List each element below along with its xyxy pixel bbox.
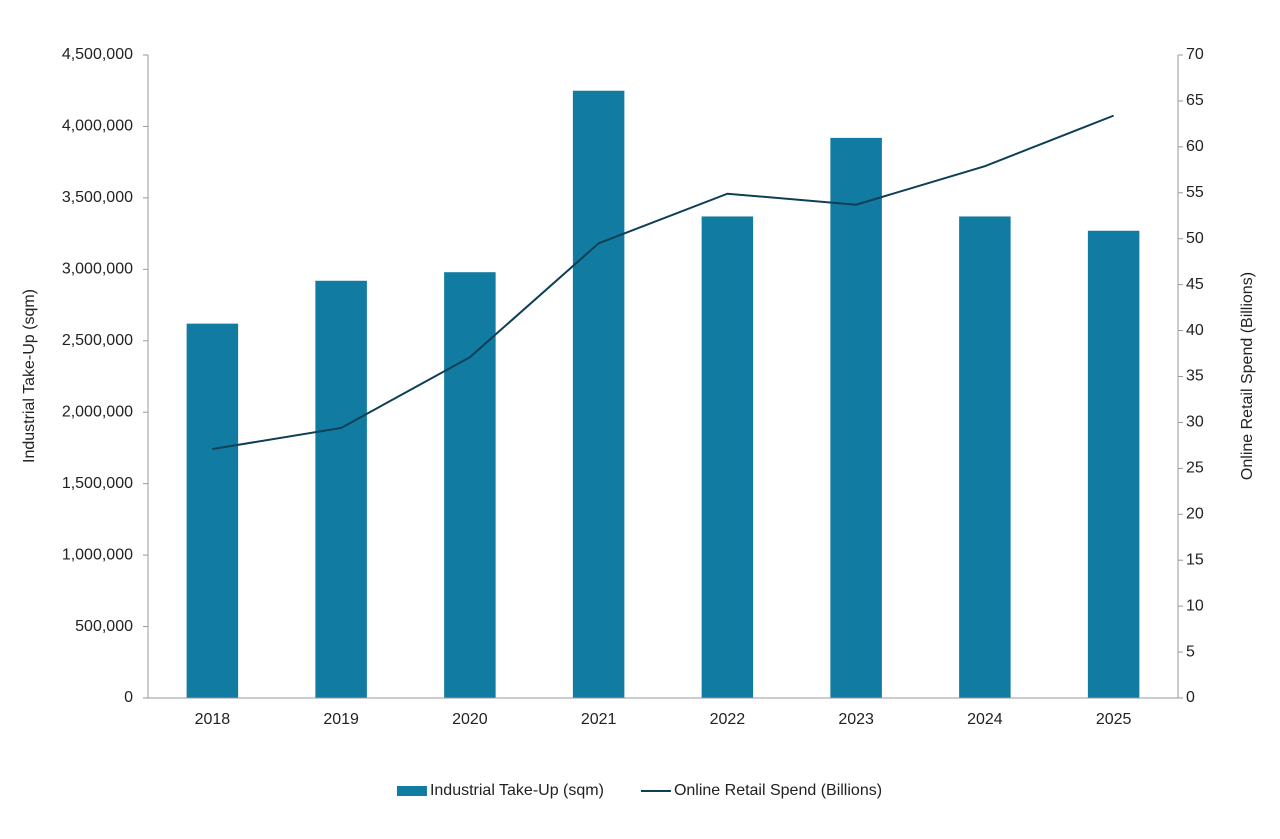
y-tick-label: 1,000,000 [62, 546, 133, 563]
y-tick-label: 0 [124, 689, 133, 706]
x-tick-label: 2025 [1096, 711, 1132, 728]
bar [444, 272, 496, 698]
y2-tick-label: 5 [1186, 643, 1195, 660]
y2-tick-label: 30 [1186, 414, 1204, 431]
legend-label: Industrial Take-Up (sqm) [430, 782, 604, 799]
y2-tick-label: 10 [1186, 597, 1204, 614]
y2-axis-label: Online Retail Spend (Billions) [1239, 272, 1256, 480]
y2-tick-label: 15 [1186, 551, 1204, 568]
x-tick-label: 2018 [195, 711, 231, 728]
bar [830, 137, 882, 698]
y2-tick-label: 55 [1186, 184, 1204, 201]
y2-tick-label: 0 [1186, 689, 1195, 706]
y-axis-label: Industrial Take-Up (sqm) [21, 289, 38, 463]
y2-tick-label: 40 [1186, 322, 1204, 339]
y-tick-label: 2,000,000 [62, 403, 133, 420]
y-tick-label: 4,500,000 [62, 46, 133, 63]
y2-tick-label: 45 [1186, 276, 1204, 293]
y2-tick-label: 60 [1186, 138, 1204, 155]
bar [572, 90, 625, 698]
y-tick-label: 500,000 [75, 618, 133, 635]
x-tick-label: 2024 [967, 711, 1003, 728]
line [212, 114, 1114, 451]
bar [959, 216, 1011, 698]
legend-swatch [396, 786, 427, 796]
y-tick-label: 3,500,000 [62, 189, 133, 206]
bar [186, 323, 239, 698]
y-tick-label: 3,000,000 [62, 261, 133, 278]
y2-tick-label: 20 [1186, 506, 1204, 523]
y-tick-label: 1,500,000 [62, 475, 133, 492]
x-tick-label: 2019 [323, 711, 359, 728]
bar [1087, 230, 1140, 698]
y-tick-label: 2,500,000 [62, 332, 133, 349]
y2-tick-label: 70 [1186, 46, 1204, 63]
x-tick-label: 2022 [710, 711, 746, 728]
y-tick-label: 4,000,000 [62, 118, 133, 135]
x-tick-label: 2021 [581, 711, 617, 728]
bar [315, 280, 367, 698]
bar [701, 216, 754, 698]
x-tick-label: 2020 [452, 711, 488, 728]
y2-tick-label: 65 [1186, 92, 1204, 109]
x-tick-label: 2023 [838, 711, 874, 728]
legend-label: Online Retail Spend (Billions) [674, 782, 882, 799]
y2-tick-label: 50 [1186, 230, 1204, 247]
y2-tick-label: 35 [1186, 368, 1204, 385]
y2-tick-label: 25 [1186, 460, 1204, 477]
